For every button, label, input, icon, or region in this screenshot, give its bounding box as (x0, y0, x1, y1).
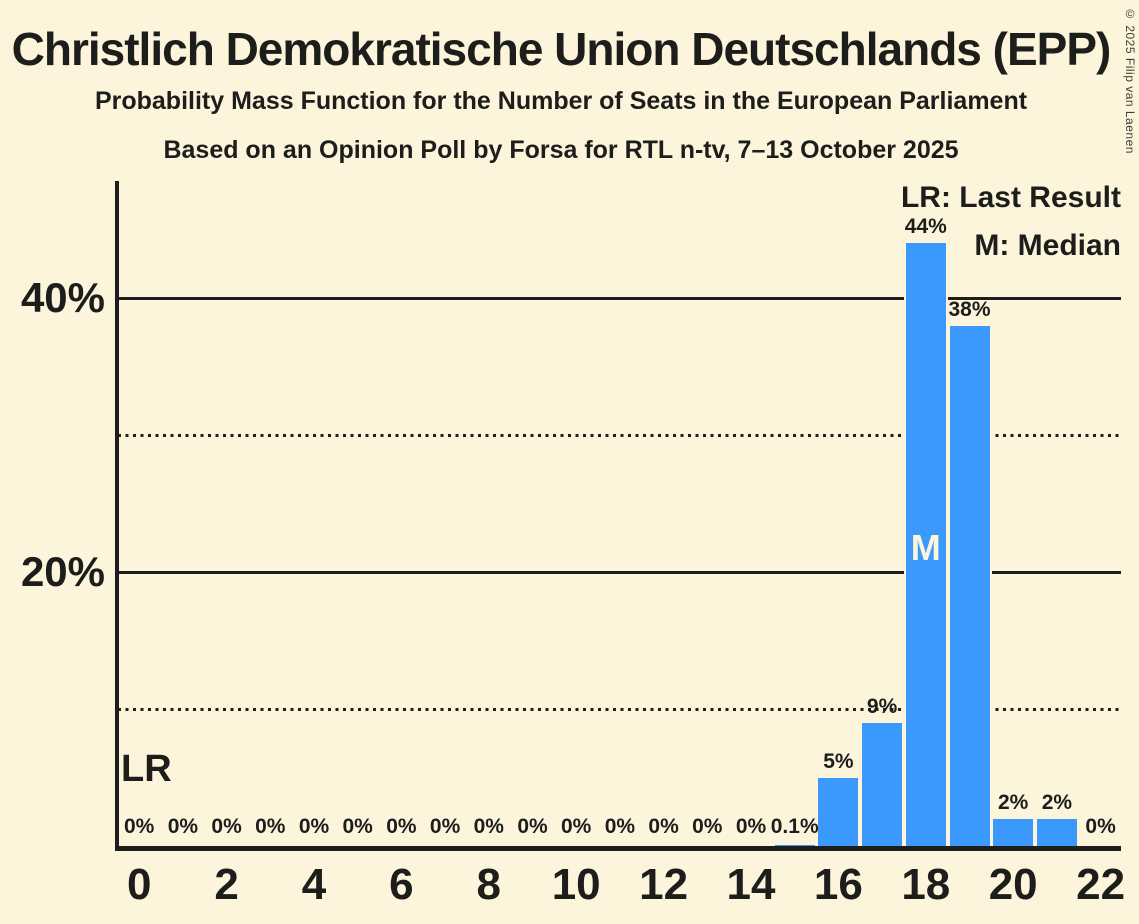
legend-median: M: Median (974, 229, 1121, 262)
bar-value-label-seat-11: 0% (604, 815, 636, 838)
median-marker-label: M (910, 527, 941, 568)
gridline-10pct (118, 707, 1121, 711)
bar-value-label-seat-9: 0% (517, 815, 548, 838)
bar-seat-21 (1034, 819, 1079, 847)
y-axis (115, 181, 119, 851)
bar-value-label-seat-6: 0% (386, 815, 417, 838)
x-tick-label-2: 2 (214, 860, 239, 909)
bar-value-label-seat-21: 2% (1041, 791, 1073, 815)
chart-title: Christlich Demokratische Union Deutschla… (11, 23, 1112, 75)
bar-value-label-seat-17: 9% (866, 695, 898, 719)
x-tick-label-10: 10 (551, 860, 601, 909)
bar-value-label-seat-14: 0% (735, 815, 767, 838)
bar-seat-16 (816, 777, 861, 847)
bar-value-label-seat-7: 0% (429, 815, 461, 838)
bar-value-label-seat-0: 0% (124, 815, 155, 838)
chart-subtitle: Probability Mass Function for the Number… (94, 87, 1028, 115)
last-result-marker-label: LR (121, 748, 172, 790)
gridline-30pct (118, 433, 1121, 437)
gridline-40pct (118, 296, 1121, 300)
x-tick-label-14: 14 (726, 860, 776, 909)
bar-value-label-seat-19: 38% (948, 297, 991, 321)
x-tick-label-8: 8 (476, 860, 502, 909)
bar-value-label-seat-20: 2% (998, 791, 1029, 815)
x-tick-label-4: 4 (301, 860, 327, 909)
bar-seat-15 (772, 845, 817, 847)
bar-value-label-seat-13: 0% (692, 815, 723, 838)
x-axis (115, 846, 1121, 851)
y-tick-label: 40% (20, 274, 105, 322)
bar-value-label-seat-16: 5% (823, 749, 854, 773)
bar-seat-20 (991, 819, 1036, 847)
x-tick-label-16: 16 (813, 860, 863, 909)
bar-value-label-seat-8: 0% (473, 815, 504, 838)
x-tick-label-22: 22 (1076, 860, 1126, 909)
bar-seat-18 (903, 243, 948, 847)
poll-source-subtitle: Based on an Opinion Poll by Forsa for RT… (163, 136, 959, 164)
y-tick-label: 20% (20, 548, 105, 596)
legend-last-result: LR: Last Result (900, 181, 1121, 214)
x-tick-label-0: 0 (126, 860, 152, 909)
x-tick-label-18: 18 (901, 860, 951, 909)
bar-value-label-seat-12: 0% (648, 815, 679, 838)
bar-value-label-seat-1: 0% (167, 815, 199, 838)
gridline-20pct (118, 570, 1121, 574)
x-tick-label-20: 20 (988, 860, 1038, 909)
x-tick-label-6: 6 (389, 860, 414, 909)
bar-value-label-seat-18: 44% (904, 215, 947, 239)
x-tick-label-12: 12 (639, 860, 689, 909)
bar-value-label-seat-4: 0% (298, 815, 330, 838)
copyright-notice: © 2025 Filip van Laenen (1123, 7, 1137, 154)
bar-value-label-seat-22: 0% (1085, 815, 1116, 838)
bar-value-label-seat-15: 0.1% (770, 815, 819, 838)
bar-value-label-seat-5: 0% (342, 815, 373, 838)
bar-value-label-seat-10: 0% (561, 815, 592, 838)
bar-value-label-seat-3: 0% (255, 815, 286, 838)
bar-value-label-seat-2: 0% (211, 815, 242, 838)
bar-seat-17 (860, 723, 905, 847)
bar-seat-19 (947, 325, 992, 847)
